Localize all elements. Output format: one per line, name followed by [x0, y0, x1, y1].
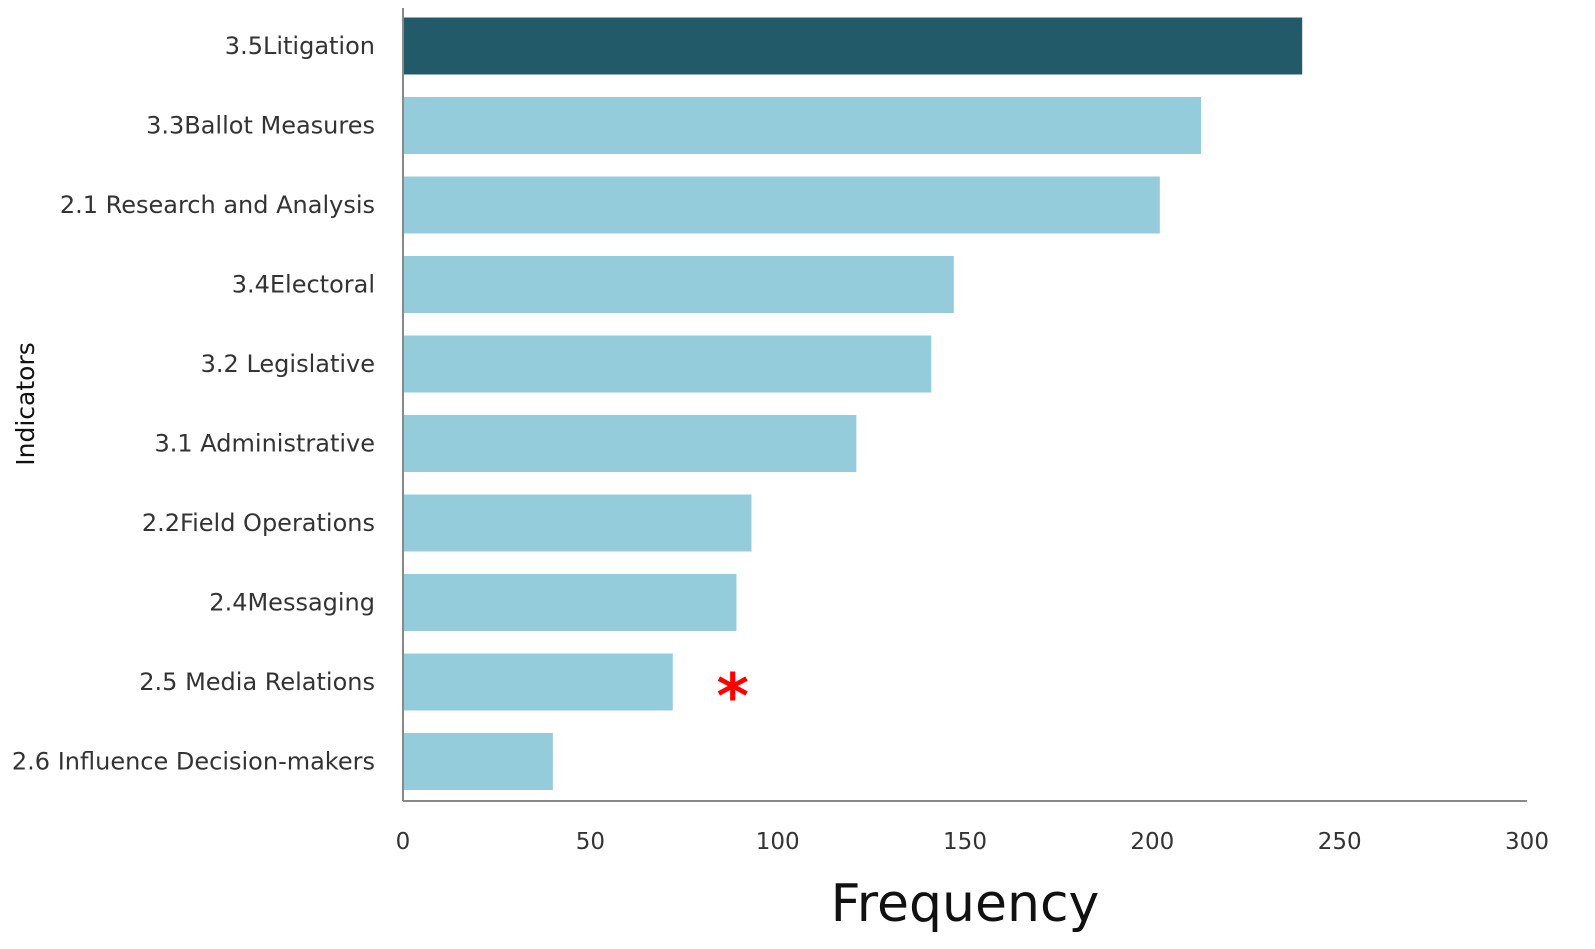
bar [403, 176, 1160, 234]
category-label: 2.1 Research and Analysis [60, 191, 375, 219]
y-axis-title: Indicators [11, 342, 40, 466]
category-label: 3.1 Administrative [155, 430, 376, 458]
bar [403, 17, 1303, 75]
category-label: 2.5 Media Relations [139, 668, 375, 696]
bar [403, 335, 932, 393]
x-tick-label: 50 [576, 829, 605, 855]
x-tick-label: 300 [1505, 829, 1549, 855]
category-label: 2.4Messaging [209, 589, 375, 617]
bar [403, 415, 857, 472]
x-tick-label: 100 [756, 829, 800, 855]
bar [403, 97, 1202, 154]
bar [403, 256, 954, 313]
category-label: 2.2Field Operations [142, 509, 375, 537]
x-axis-title: Frequency [831, 874, 1100, 934]
bar [403, 494, 752, 552]
category-label: 3.3Ballot Measures [146, 112, 375, 140]
category-labels: 3.5Litigation 3.3Ballot Measures 2.1 Resea… [12, 32, 375, 776]
category-label: 3.4Electoral [232, 271, 375, 299]
x-tick-label: 150 [943, 829, 987, 855]
x-tick-label: 200 [1130, 829, 1174, 855]
category-label: 3.2 Legislative [201, 350, 375, 378]
bars-group [403, 17, 1303, 790]
bar [403, 733, 553, 790]
x-tick-labels: 0 50 100 150 200 250 300 [396, 829, 1549, 855]
x-tick-label: 0 [396, 829, 411, 855]
bar [403, 653, 673, 711]
bar [403, 574, 737, 631]
category-label: 3.5Litigation [225, 32, 375, 60]
category-label: 2.6 Influence Decision-makers [12, 748, 375, 776]
x-tick-label: 250 [1318, 829, 1362, 855]
asterisk-annotation: * [716, 660, 748, 733]
